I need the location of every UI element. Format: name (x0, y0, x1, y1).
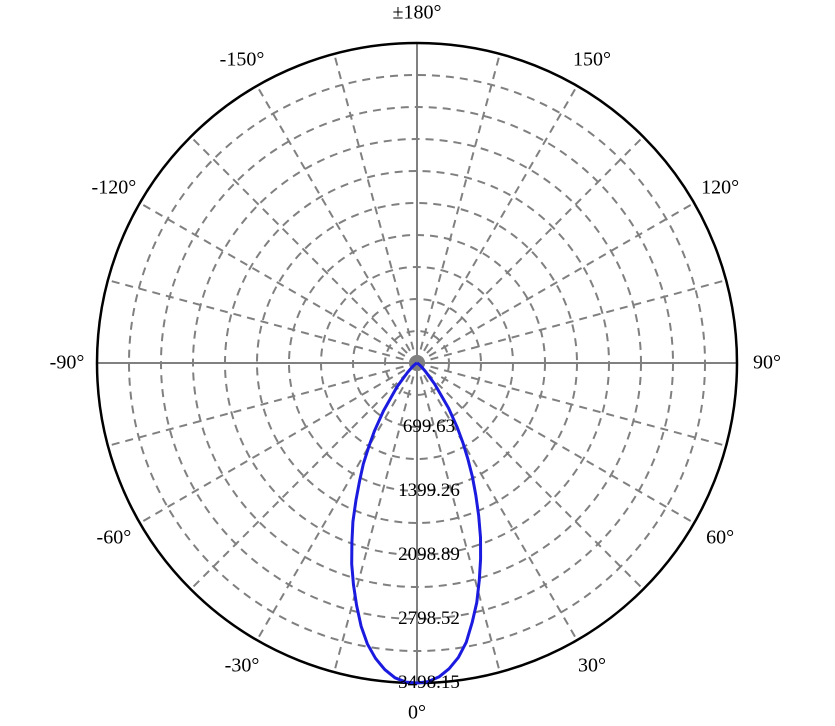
grid-spoke (108, 280, 417, 363)
angle-label: 30° (578, 655, 606, 678)
angle-label: -150° (220, 48, 265, 71)
radial-label: 2798.52 (398, 608, 460, 630)
grid-spoke (191, 137, 417, 363)
grid-spoke (417, 137, 643, 363)
grid-spoke (417, 54, 500, 363)
grid-spoke (417, 280, 726, 363)
grid-spoke (257, 363, 417, 640)
angle-label: 60° (706, 527, 734, 550)
grid-spoke (191, 363, 417, 589)
angle-label: -120° (92, 177, 137, 200)
angle-label: ±180° (393, 2, 442, 25)
radial-label: 699.63 (403, 416, 455, 438)
grid-spoke (417, 86, 577, 363)
angle-label: 90° (753, 352, 781, 375)
grid-spoke (140, 363, 417, 523)
radial-label: 1399.26 (398, 480, 460, 502)
angle-label: -30° (225, 655, 260, 678)
angle-label: 0° (408, 702, 426, 725)
grid-spoke (417, 363, 726, 446)
grid-spoke (257, 86, 417, 363)
radial-label: 2098.89 (398, 544, 460, 566)
grid-spoke (140, 203, 417, 363)
angle-label: 120° (701, 177, 739, 200)
grid-spoke (108, 363, 417, 446)
angle-label: -90° (50, 352, 85, 375)
angle-label: 150° (573, 48, 611, 71)
grid-spoke (334, 54, 417, 363)
radial-label: 3498.15 (398, 672, 460, 694)
angle-label: -60° (97, 527, 132, 550)
grid-spoke (417, 203, 694, 363)
